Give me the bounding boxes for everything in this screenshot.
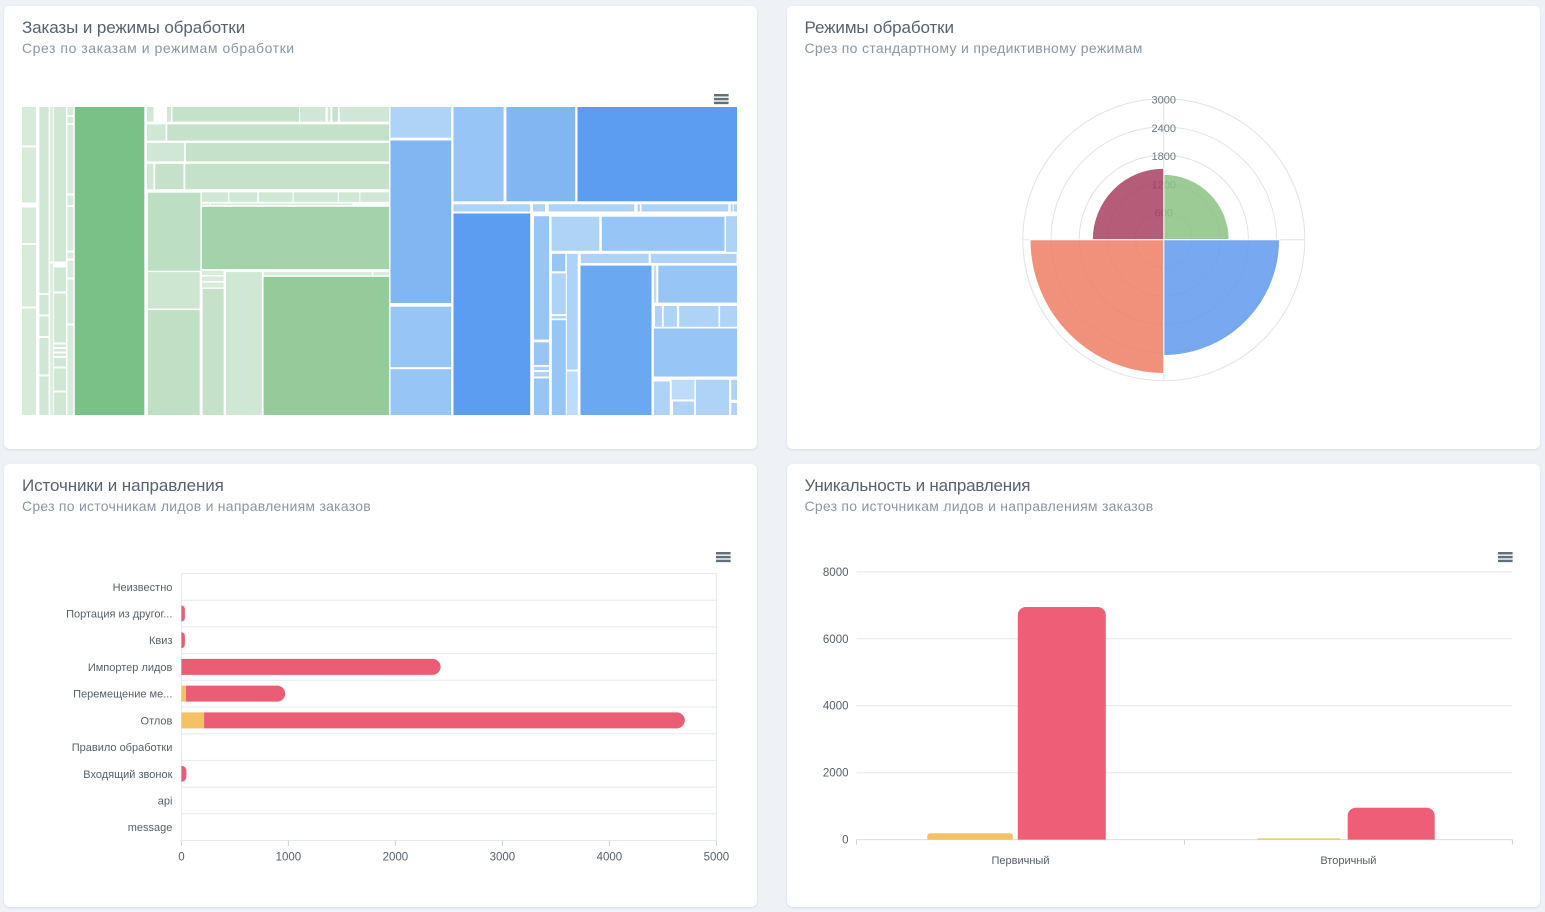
svg-text:1800: 1800 [1151,151,1175,163]
svg-text:Перемещение ме...: Перемещение ме... [73,689,172,701]
svg-text:6000: 6000 [822,634,848,646]
svg-text:Входящий звонок: Входящий звонок [83,769,172,781]
svg-text:Вторичный: Вторичный [1320,855,1376,867]
svg-text:8000: 8000 [822,567,848,579]
svg-text:2400: 2400 [1151,123,1175,135]
svg-text:api: api [158,795,173,807]
svg-text:0: 0 [178,852,184,864]
svg-text:0: 0 [842,835,848,847]
svg-text:4000: 4000 [597,852,623,864]
svg-text:Отлов: Отлов [141,715,173,727]
svg-text:2000: 2000 [822,768,848,780]
svg-text:Неизвестно: Неизвестно [113,582,173,594]
svg-text:2000: 2000 [383,852,409,864]
svg-text:message: message [128,822,173,834]
svg-text:4000: 4000 [822,701,848,713]
svg-text:5000: 5000 [704,852,730,864]
svg-text:1000: 1000 [276,852,302,864]
svg-text:Первичный: Первичный [991,855,1049,867]
svg-text:Портация из другог...: Портация из другог... [66,609,172,621]
svg-text:Квиз: Квиз [149,635,172,647]
svg-text:Импортер лидов: Импортер лидов [88,662,173,674]
svg-text:3000: 3000 [490,852,516,864]
svg-text:3000: 3000 [1151,95,1175,107]
svg-text:Правило обработки: Правило обработки [72,742,173,754]
